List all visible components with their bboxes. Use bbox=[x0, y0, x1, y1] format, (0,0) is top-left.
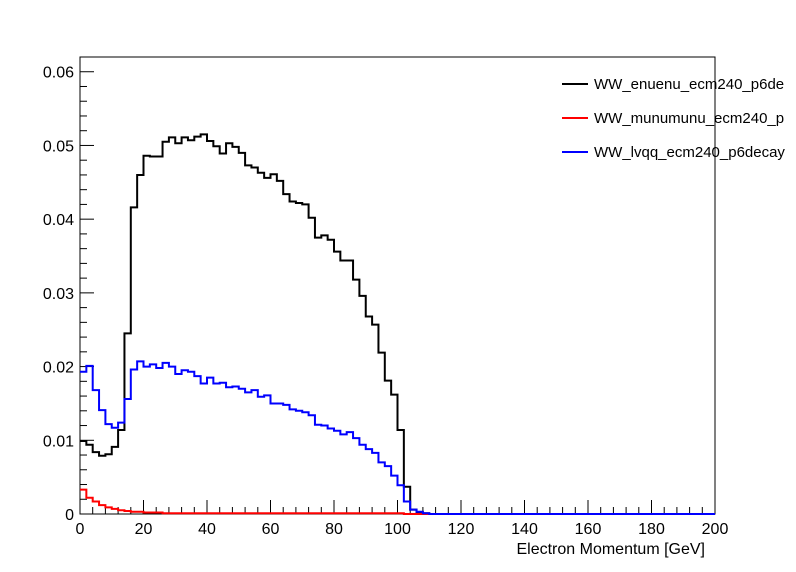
x-axis-title: Electron Momentum [GeV] bbox=[516, 541, 705, 558]
y-tick-label: 0.04 bbox=[43, 212, 74, 229]
y-axis: 0 0.01 0.02 0.03 0.04 0.05 0.06 bbox=[43, 56, 94, 524]
series-line-2 bbox=[80, 360, 715, 515]
y-tick-label: 0.06 bbox=[43, 65, 74, 82]
x-axis: 0 20 40 60 80 100 120 140 160 180 200 bbox=[76, 500, 729, 538]
x-tick-label: 160 bbox=[575, 521, 602, 538]
x-tick-label: 0 bbox=[76, 521, 85, 538]
x-tick-label: 60 bbox=[262, 521, 280, 538]
x-tick-label: 100 bbox=[384, 521, 411, 538]
legend: WW_enuenu_ecm240_p6de WW_munumunu_ecm240_… bbox=[562, 76, 785, 161]
x-tick-label: 200 bbox=[702, 521, 729, 538]
legend-label: WW_munumunu_ecm240_p bbox=[594, 110, 784, 127]
x-tick-label: 140 bbox=[511, 521, 538, 538]
legend-label: WW_lvqq_ecm240_p6decay bbox=[594, 144, 785, 161]
x-tick-label: 20 bbox=[135, 521, 153, 538]
x-tick-label: 120 bbox=[448, 521, 475, 538]
y-tick-label: 0.01 bbox=[43, 433, 74, 450]
x-tick-label: 180 bbox=[638, 521, 665, 538]
legend-label: WW_enuenu_ecm240_p6de bbox=[594, 76, 784, 93]
y-tick-label: 0 bbox=[65, 507, 74, 524]
y-tick-label: 0.02 bbox=[43, 360, 74, 377]
x-tick-label: 40 bbox=[198, 521, 216, 538]
x-tick-label: 80 bbox=[325, 521, 343, 538]
y-tick-label: 0.05 bbox=[43, 138, 74, 155]
y-tick-label: 0.03 bbox=[43, 286, 74, 303]
series-line-0 bbox=[80, 133, 715, 515]
series-layer bbox=[80, 133, 715, 515]
